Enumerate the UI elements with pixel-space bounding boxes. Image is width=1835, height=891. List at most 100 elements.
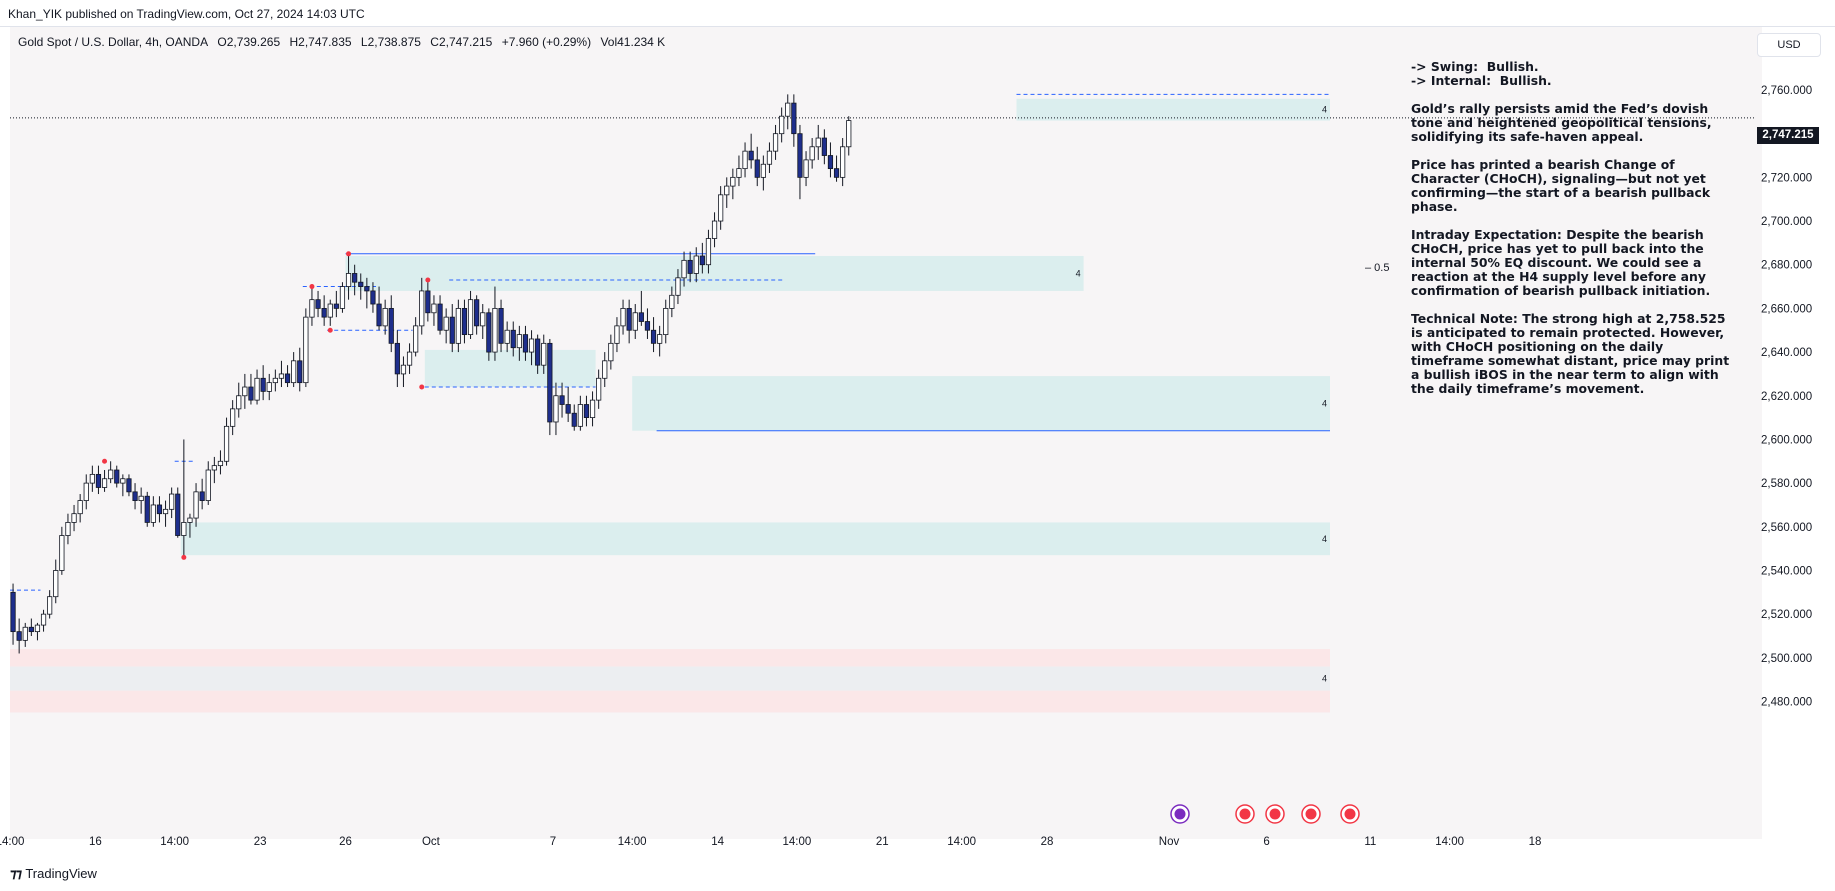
candle-body: [28, 626, 34, 633]
note-paragraph-2: Price has printed a bearish Change of Ch…: [1411, 157, 1715, 214]
currency-selector[interactable]: USD: [1757, 33, 1821, 57]
candle-body: [394, 342, 400, 375]
candle-body: [358, 281, 364, 287]
candle-body: [461, 307, 468, 336]
candle-body: [840, 146, 846, 178]
legend-low: L2,738.875: [360, 35, 421, 49]
x-tick-label: 26: [339, 836, 352, 848]
candle-body: [486, 312, 492, 353]
candle-body: [327, 303, 333, 318]
y-tick-label: 2,680.000: [1761, 260, 1812, 272]
candle-body: [522, 334, 529, 353]
candle-body: [541, 342, 547, 366]
candle-body: [83, 482, 89, 501]
candle-body: [321, 307, 327, 318]
candle-body: [114, 469, 120, 484]
candle-body: [297, 360, 303, 384]
candle-body: [724, 185, 730, 196]
zone-label: 4: [1076, 268, 1081, 278]
x-tick-label: 14:00: [0, 836, 24, 848]
zone-4: [180, 522, 1330, 556]
legend-high: H2,747.835: [289, 35, 352, 49]
candle-body: [553, 395, 559, 423]
candle-body: [528, 338, 535, 353]
candle-body: [156, 504, 163, 515]
candle-body: [620, 307, 626, 327]
legend-open: O2,739.265: [217, 35, 281, 49]
candle-body: [571, 412, 577, 427]
candle-body: [772, 133, 779, 152]
candle-body: [254, 377, 260, 401]
swing-point: [425, 277, 431, 283]
candle-body: [693, 255, 699, 274]
x-tick-label: Oct: [422, 836, 441, 848]
candle-body: [144, 495, 150, 523]
zone-0: [1016, 98, 1330, 121]
candle-body: [431, 303, 437, 314]
candle-body: [535, 338, 541, 366]
swing-point: [346, 251, 352, 257]
candle-body: [480, 312, 486, 327]
candle-body: [699, 255, 705, 266]
candle-body: [315, 299, 321, 309]
zone-label: 4: [1322, 398, 1327, 408]
swing-point: [327, 327, 333, 333]
candle-body: [95, 473, 102, 488]
candle-body: [400, 364, 407, 375]
analysis-notes: -> Swing: Bullish. -> Internal: Bullish.…: [1411, 60, 1731, 410]
candle-body: [59, 535, 65, 571]
published-header: Khan_YIK published on TradingView.com, O…: [0, 0, 1835, 27]
candle-body: [711, 220, 718, 239]
swing-point: [309, 284, 315, 290]
candle-body: [211, 465, 217, 471]
candle-body: [339, 286, 346, 309]
candle-body: [675, 277, 681, 296]
candle-body: [455, 307, 461, 344]
x-tick-label: 23: [254, 836, 267, 848]
legend-close: C2,747.215: [430, 35, 493, 49]
note-paragraph-1: Gold’s rally persists amid the Fed’s dov…: [1411, 101, 1716, 144]
economic-event-icon: [1269, 808, 1281, 820]
y-tick-label: 2,760.000: [1761, 85, 1812, 97]
candle-body: [846, 120, 852, 148]
x-tick-label: 7: [550, 836, 556, 848]
candle-body: [53, 570, 59, 598]
candle-body: [565, 404, 571, 414]
candle-body: [596, 377, 602, 401]
tradingview-logo[interactable]: ⁊⁊ TradingView: [10, 866, 97, 882]
y-tick-label: 2,560.000: [1761, 522, 1812, 534]
y-tick-label: 2,540.000: [1761, 565, 1812, 577]
candle-body: [333, 303, 339, 309]
zone-label: 4: [1322, 534, 1327, 544]
swing-point: [181, 554, 187, 560]
x-tick-label: 21: [876, 836, 889, 848]
swing-point: [102, 458, 108, 464]
zone-6: [10, 666, 1330, 691]
zone-5: [10, 649, 1330, 667]
candle-body: [589, 399, 596, 418]
candle-body: [736, 168, 742, 178]
candle-body: [669, 294, 675, 309]
candle-body: [108, 469, 114, 480]
candle-body: [175, 493, 181, 536]
candle-body: [827, 155, 834, 170]
candle-body: [760, 163, 766, 178]
candle-body: [498, 307, 504, 344]
candle-body: [223, 425, 230, 462]
candle-body: [443, 316, 449, 331]
candle-body: [510, 329, 516, 349]
candle-body: [583, 404, 590, 419]
candle-body: [650, 329, 657, 344]
candle-body: [236, 395, 242, 410]
tv-logo-icon: ⁊⁊: [10, 867, 22, 882]
note-paragraph-4: Technical Note: The strong high at 2,758…: [1411, 311, 1730, 396]
candle-body: [138, 495, 144, 501]
legend-symbol[interactable]: Gold Spot / U.S. Dollar, 4h, OANDA: [18, 35, 209, 49]
candle-body: [779, 115, 785, 135]
candle-body: [89, 473, 95, 484]
x-tick-label: 14:00: [1435, 836, 1464, 848]
candle-body: [205, 469, 211, 501]
candle-body: [291, 360, 297, 384]
candle-body: [40, 613, 47, 626]
